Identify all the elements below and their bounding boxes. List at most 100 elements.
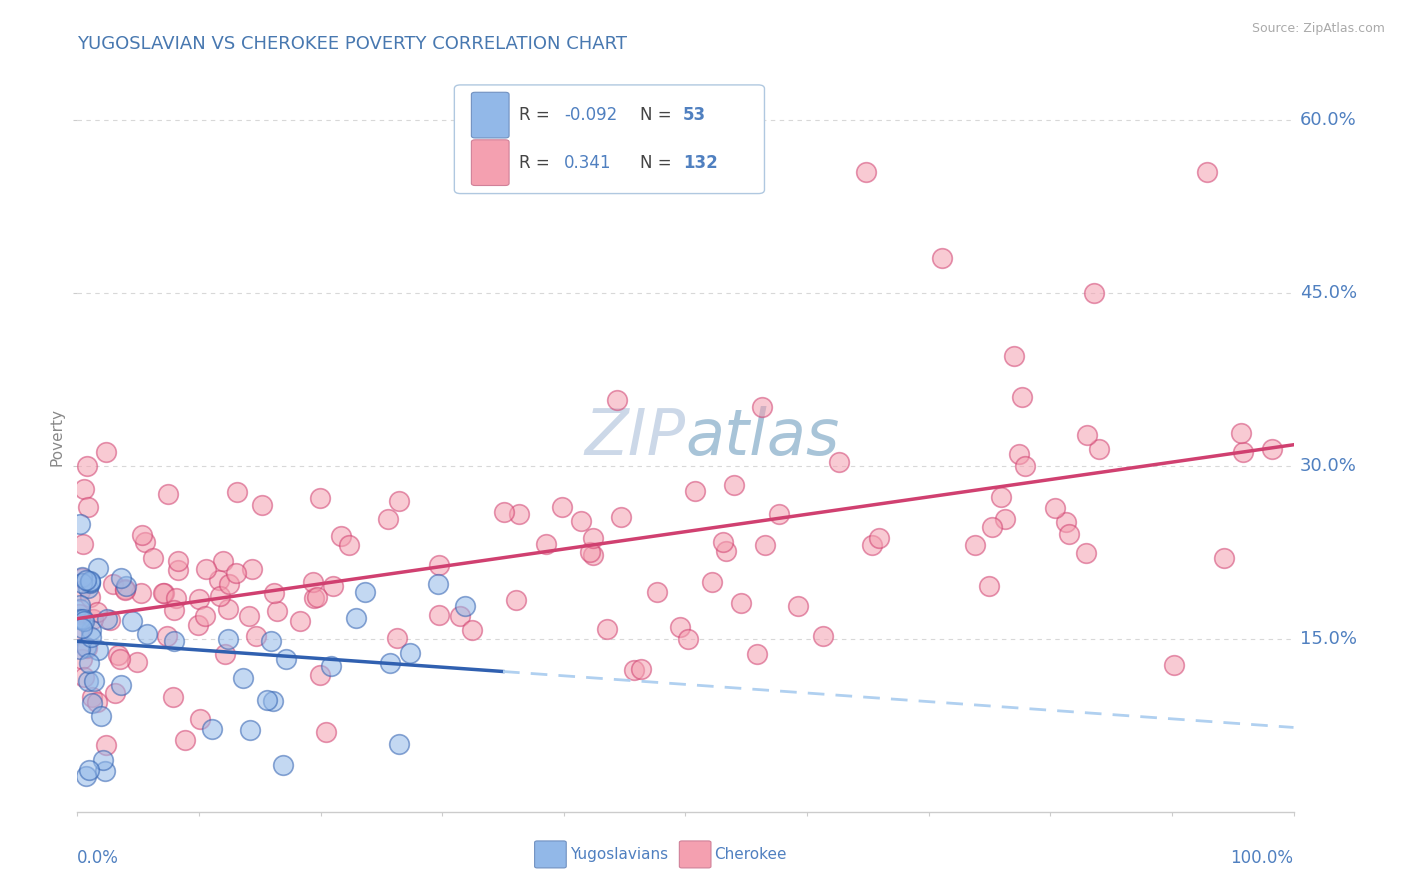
FancyBboxPatch shape: [471, 140, 509, 186]
Point: [1261, 442, 1284, 456]
Point: [73, 482, 96, 496]
Point: [302, 591, 325, 606]
Point: [322, 579, 344, 593]
Point: [1074, 546, 1097, 560]
Text: Yugoslavians: Yugoslavians: [569, 847, 668, 862]
Point: [811, 629, 834, 643]
Point: [90, 709, 112, 723]
Point: [157, 487, 180, 501]
Point: [262, 694, 284, 708]
Point: [101, 577, 124, 591]
Point: [1083, 285, 1105, 300]
Point: [76, 582, 98, 596]
Text: 30.0%: 30.0%: [1299, 457, 1357, 475]
Text: 53: 53: [683, 106, 706, 125]
Point: [427, 558, 450, 572]
Point: [70, 622, 93, 636]
Point: [76, 641, 98, 656]
Point: [86, 695, 108, 709]
Text: 15.0%: 15.0%: [1299, 630, 1357, 648]
Point: [69, 641, 91, 656]
Point: [730, 596, 752, 610]
Point: [94, 444, 117, 458]
FancyBboxPatch shape: [534, 841, 567, 868]
Point: [623, 663, 645, 677]
Point: [104, 686, 127, 700]
Point: [67, 624, 90, 638]
Point: [242, 562, 264, 576]
Point: [114, 582, 136, 597]
Point: [931, 252, 953, 266]
Point: [225, 566, 247, 580]
Point: [96, 612, 118, 626]
Point: [226, 484, 249, 499]
Point: [828, 455, 851, 469]
Point: [110, 571, 132, 585]
Point: [260, 634, 283, 648]
Point: [69, 612, 91, 626]
Point: [266, 604, 288, 618]
Point: [142, 550, 165, 565]
Point: [534, 537, 557, 551]
Point: [263, 586, 285, 600]
Point: [1045, 501, 1067, 516]
Point: [714, 544, 737, 558]
Point: [152, 586, 174, 600]
Point: [321, 659, 343, 673]
Point: [751, 401, 773, 415]
Point: [256, 693, 278, 707]
Point: [165, 591, 187, 605]
Point: [994, 512, 1017, 526]
Text: Source: ZipAtlas.com: Source: ZipAtlas.com: [1251, 22, 1385, 36]
Point: [239, 723, 262, 737]
Point: [129, 586, 152, 600]
Point: [79, 574, 101, 589]
Point: [337, 537, 360, 551]
Point: [550, 500, 572, 515]
Point: [669, 620, 692, 634]
Point: [121, 614, 143, 628]
Point: [114, 582, 136, 596]
Point: [1163, 658, 1185, 673]
Point: [72, 612, 94, 626]
Point: [508, 507, 530, 521]
Point: [72, 614, 94, 628]
Point: [70, 571, 93, 585]
Point: [208, 589, 231, 603]
Point: [505, 593, 527, 607]
Text: Cherokee: Cherokee: [714, 847, 787, 862]
Point: [173, 733, 195, 747]
Point: [1008, 446, 1031, 460]
Text: 45.0%: 45.0%: [1299, 284, 1357, 302]
Point: [162, 690, 184, 704]
Point: [582, 548, 605, 562]
Point: [163, 603, 186, 617]
Point: [1056, 515, 1078, 529]
Point: [868, 531, 890, 545]
Point: [76, 500, 98, 514]
Point: [125, 655, 148, 669]
Point: [69, 602, 91, 616]
Point: [115, 579, 138, 593]
Point: [80, 630, 103, 644]
Point: [1014, 459, 1036, 474]
Point: [131, 528, 153, 542]
Point: [250, 498, 273, 512]
Point: [94, 739, 117, 753]
Point: [91, 753, 114, 767]
Point: [1011, 390, 1033, 404]
Point: [1057, 527, 1080, 541]
Point: [855, 165, 877, 179]
Point: [354, 585, 377, 599]
Point: [683, 483, 706, 498]
Point: [380, 657, 402, 671]
Point: [72, 652, 94, 666]
Text: 100.0%: 100.0%: [1230, 849, 1294, 867]
Point: [217, 602, 239, 616]
Point: [963, 539, 986, 553]
Point: [214, 647, 236, 661]
Point: [108, 651, 131, 665]
Point: [315, 725, 337, 739]
Text: 132: 132: [683, 154, 717, 172]
Point: [69, 516, 91, 531]
